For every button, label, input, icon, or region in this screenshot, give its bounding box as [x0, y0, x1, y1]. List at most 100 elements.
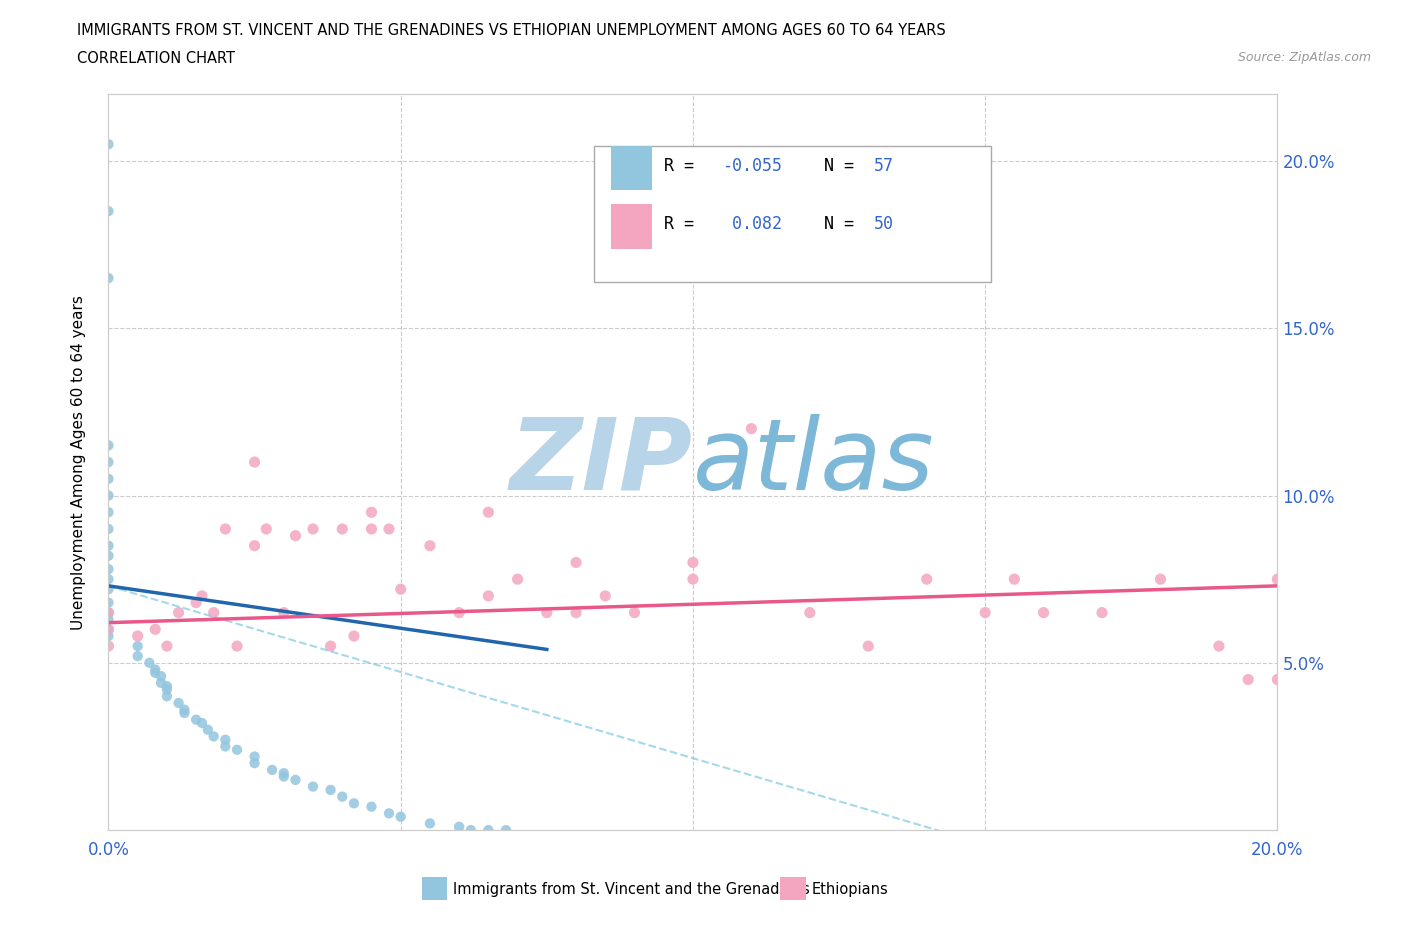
- Point: [330, 790, 353, 804]
- Point: [97, 505, 120, 520]
- Point: [740, 421, 762, 436]
- Point: [1091, 605, 1114, 620]
- Point: [97, 204, 120, 219]
- Point: [214, 732, 236, 747]
- Point: [1032, 605, 1054, 620]
- Point: [143, 662, 166, 677]
- Point: [360, 505, 382, 520]
- Point: [97, 472, 120, 486]
- Point: [1237, 672, 1260, 687]
- Text: R =: R =: [664, 156, 704, 175]
- Point: [284, 528, 307, 543]
- Point: [319, 639, 342, 654]
- Text: ZIP: ZIP: [510, 414, 693, 511]
- Point: [226, 742, 249, 757]
- Text: N =: N =: [804, 156, 863, 175]
- Point: [449, 605, 471, 620]
- Point: [506, 572, 529, 587]
- Point: [389, 809, 412, 824]
- Point: [302, 522, 325, 537]
- Point: [262, 763, 284, 777]
- Point: [97, 522, 120, 537]
- FancyBboxPatch shape: [612, 146, 652, 190]
- Point: [449, 819, 471, 834]
- Point: [682, 555, 704, 570]
- Point: [150, 669, 173, 684]
- Point: [138, 656, 160, 671]
- Text: Immigrants from St. Vincent and the Grenadines: Immigrants from St. Vincent and the Gren…: [453, 882, 810, 897]
- Point: [495, 823, 517, 838]
- Point: [682, 572, 704, 587]
- Point: [197, 723, 219, 737]
- Point: [273, 605, 295, 620]
- Point: [167, 605, 190, 620]
- Point: [858, 639, 880, 654]
- Point: [97, 612, 120, 627]
- Point: [97, 622, 120, 637]
- Point: [243, 455, 266, 470]
- Point: [184, 595, 207, 610]
- Point: [97, 137, 120, 152]
- Point: [273, 769, 295, 784]
- Text: 0.082: 0.082: [723, 216, 782, 233]
- Point: [143, 622, 166, 637]
- Point: [1208, 639, 1230, 654]
- Point: [565, 555, 588, 570]
- Point: [156, 679, 179, 694]
- Point: [143, 665, 166, 680]
- Point: [97, 605, 120, 620]
- Point: [477, 505, 499, 520]
- Point: [202, 729, 225, 744]
- Point: [214, 522, 236, 537]
- Point: [191, 589, 214, 604]
- Text: Source: ZipAtlas.com: Source: ZipAtlas.com: [1237, 51, 1371, 64]
- Point: [330, 522, 353, 537]
- Point: [97, 622, 120, 637]
- Point: [156, 639, 179, 654]
- Point: [477, 823, 499, 838]
- Point: [343, 629, 366, 644]
- Point: [226, 639, 249, 654]
- Point: [97, 271, 120, 286]
- Text: Ethiopians: Ethiopians: [811, 882, 889, 897]
- Point: [1002, 572, 1025, 587]
- Point: [1267, 572, 1289, 587]
- Point: [273, 765, 295, 780]
- Text: -0.055: -0.055: [723, 156, 782, 175]
- Point: [97, 629, 120, 644]
- Point: [127, 629, 149, 644]
- Point: [156, 682, 179, 697]
- Point: [460, 823, 482, 838]
- Point: [97, 595, 120, 610]
- Point: [284, 773, 307, 788]
- Point: [97, 438, 120, 453]
- Point: [378, 806, 401, 821]
- Point: [97, 455, 120, 470]
- Point: [243, 749, 266, 764]
- Point: [127, 649, 149, 664]
- Point: [97, 582, 120, 597]
- Text: R =: R =: [664, 216, 704, 233]
- Point: [184, 712, 207, 727]
- Point: [97, 488, 120, 503]
- Point: [799, 605, 821, 620]
- Point: [419, 816, 441, 830]
- Point: [97, 538, 120, 553]
- Point: [389, 582, 412, 597]
- Point: [319, 782, 342, 797]
- Point: [623, 605, 645, 620]
- Point: [915, 572, 938, 587]
- Y-axis label: Unemployment Among Ages 60 to 64 years: Unemployment Among Ages 60 to 64 years: [72, 295, 86, 630]
- Point: [302, 779, 325, 794]
- Point: [156, 689, 179, 704]
- Point: [202, 605, 225, 620]
- Text: 50: 50: [875, 216, 894, 233]
- Point: [565, 605, 588, 620]
- Point: [173, 706, 195, 721]
- Point: [360, 522, 382, 537]
- Point: [343, 796, 366, 811]
- FancyBboxPatch shape: [593, 146, 991, 282]
- Point: [97, 639, 120, 654]
- Point: [1149, 572, 1171, 587]
- Point: [593, 589, 616, 604]
